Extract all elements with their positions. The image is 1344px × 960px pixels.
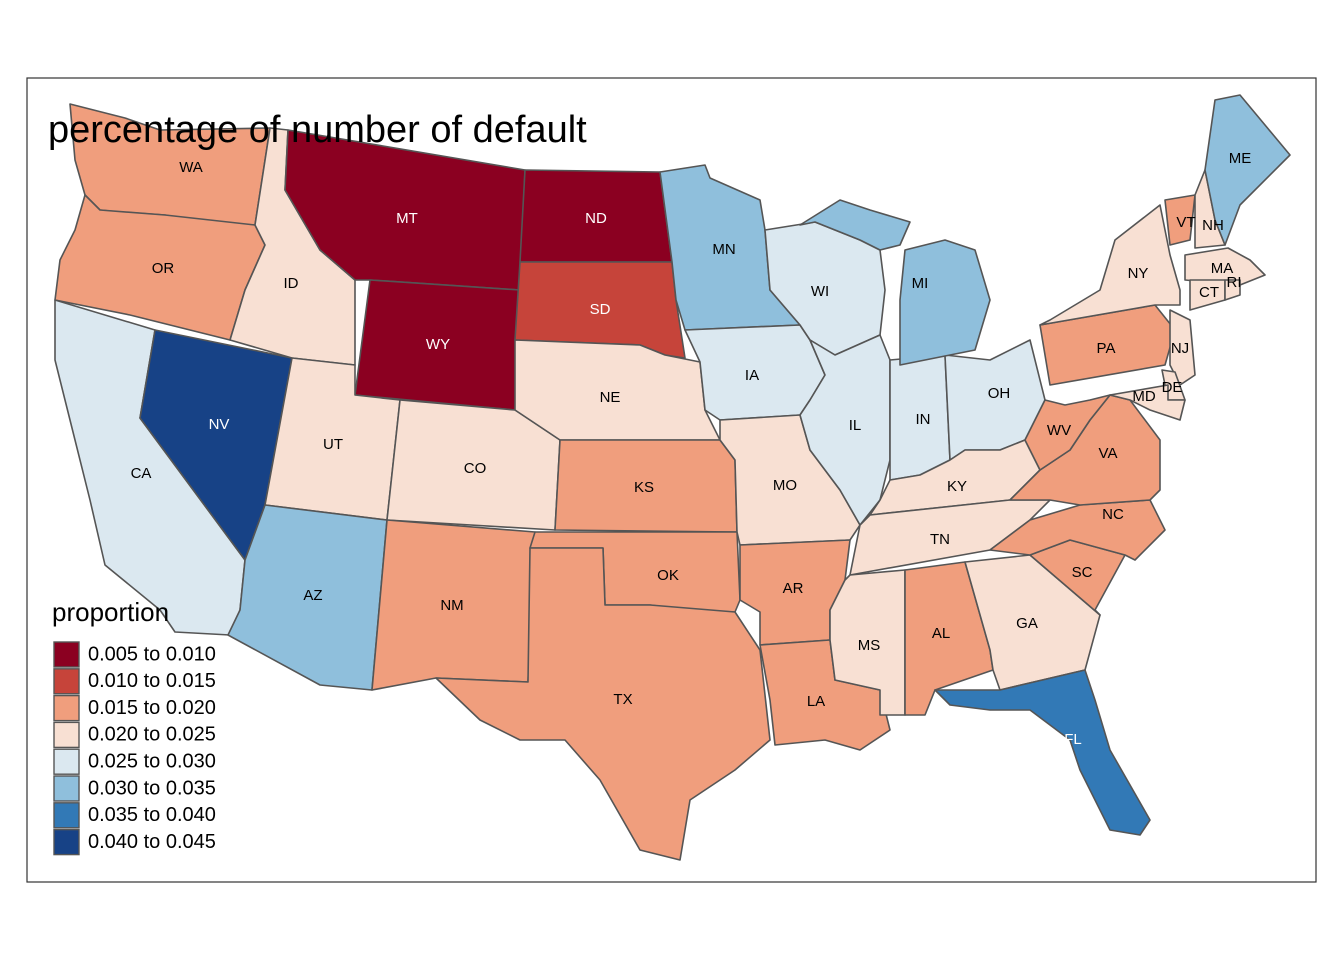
- legend-label: 0.030 to 0.035: [88, 777, 216, 799]
- state-label: AZ: [303, 587, 322, 604]
- legend-swatch: [53, 828, 80, 856]
- state-label: DE: [1162, 379, 1183, 396]
- state-label: NE: [600, 389, 621, 406]
- state-shape: [1164, 194, 1196, 246]
- legend-label: 0.015 to 0.020: [88, 697, 216, 719]
- state-label: RI: [1227, 274, 1242, 291]
- state-label: IA: [745, 367, 759, 384]
- state-label: ME: [1229, 150, 1252, 167]
- state-label: LA: [807, 693, 825, 710]
- state-label: MO: [773, 477, 797, 494]
- legend-title: proportion: [52, 597, 169, 627]
- state-shape: [1204, 94, 1291, 246]
- state-label: NY: [1128, 265, 1149, 282]
- map-title: percentage of number of default: [48, 109, 587, 151]
- state-label: IN: [916, 411, 931, 428]
- state-label: NC: [1102, 506, 1124, 523]
- legend-swatch: [53, 775, 80, 802]
- state-label: KS: [634, 479, 654, 496]
- state-shape: [1224, 279, 1241, 301]
- legend-label: 0.020 to 0.025: [88, 724, 216, 746]
- state-label: SD: [590, 301, 611, 318]
- state-label: PA: [1097, 340, 1116, 357]
- state-label: CO: [464, 460, 487, 477]
- state-label: IL: [849, 417, 862, 434]
- state-shape: [1184, 247, 1266, 286]
- legend: 0.005 to 0.010 0.010 to 0.015 0.015 to 0.0…: [53, 641, 216, 856]
- state-shape: [799, 199, 991, 366]
- state-label: WI: [811, 283, 829, 300]
- state-label: VT: [1176, 214, 1195, 231]
- state-label: FL: [1064, 731, 1082, 748]
- state-label: ID: [284, 275, 299, 292]
- state-label: MA: [1211, 260, 1234, 277]
- state-label: UT: [323, 436, 343, 453]
- state-label: TN: [930, 531, 950, 548]
- state-label: AL: [932, 625, 950, 642]
- state-labels: WA OR CA NV ID MT WY UT CO AZ NM ND SD NE KS OK TX MN IA MO…: [131, 150, 1252, 748]
- state-shape: [1039, 204, 1181, 326]
- state-label: WA: [179, 159, 203, 176]
- state-label: VA: [1099, 445, 1118, 462]
- state-label: AR: [783, 580, 804, 597]
- state-label: OK: [657, 567, 679, 584]
- state-label: MD: [1132, 388, 1155, 405]
- state-label: NJ: [1171, 340, 1189, 357]
- state-label: CT: [1199, 284, 1219, 301]
- state-label: ND: [585, 210, 607, 227]
- legend-swatch: [53, 668, 80, 695]
- state-label: OH: [988, 385, 1011, 402]
- legend-label: 0.005 to 0.010: [88, 643, 216, 665]
- state-shape: [435, 547, 771, 861]
- state-label: MN: [712, 241, 735, 258]
- state-shape: [989, 499, 1166, 561]
- frame: [26, 77, 1317, 883]
- state-label: MT: [396, 210, 418, 227]
- state-shape: [1109, 384, 1186, 421]
- state-label: CA: [131, 465, 152, 482]
- state-shape: [1169, 309, 1196, 386]
- states: [54, 94, 1291, 861]
- state-label: MS: [858, 637, 881, 654]
- legend-swatch: [53, 802, 80, 829]
- state-label: NV: [209, 416, 230, 433]
- state-label: WV: [1047, 422, 1071, 439]
- legend-swatch: [53, 641, 80, 668]
- state-label: TX: [613, 691, 632, 708]
- state-label: SC: [1072, 564, 1093, 581]
- state-label: OR: [152, 260, 175, 277]
- legend-label: 0.035 to 0.040: [88, 804, 216, 826]
- state-label: MI: [912, 275, 929, 292]
- state-label: WY: [426, 336, 450, 353]
- legend-label: 0.040 to 0.045: [88, 831, 216, 853]
- state-label: GA: [1016, 615, 1038, 632]
- state-label: NH: [1202, 217, 1224, 234]
- state-shape: [934, 669, 1151, 836]
- legend-label: 0.025 to 0.030: [88, 750, 216, 772]
- legend-swatch: [53, 748, 80, 775]
- legend-swatch: [53, 721, 80, 749]
- legend-label: 0.010 to 0.015: [88, 670, 216, 692]
- legend-swatch: [53, 694, 80, 722]
- state-label: NM: [440, 597, 463, 614]
- state-label: KY: [947, 478, 967, 495]
